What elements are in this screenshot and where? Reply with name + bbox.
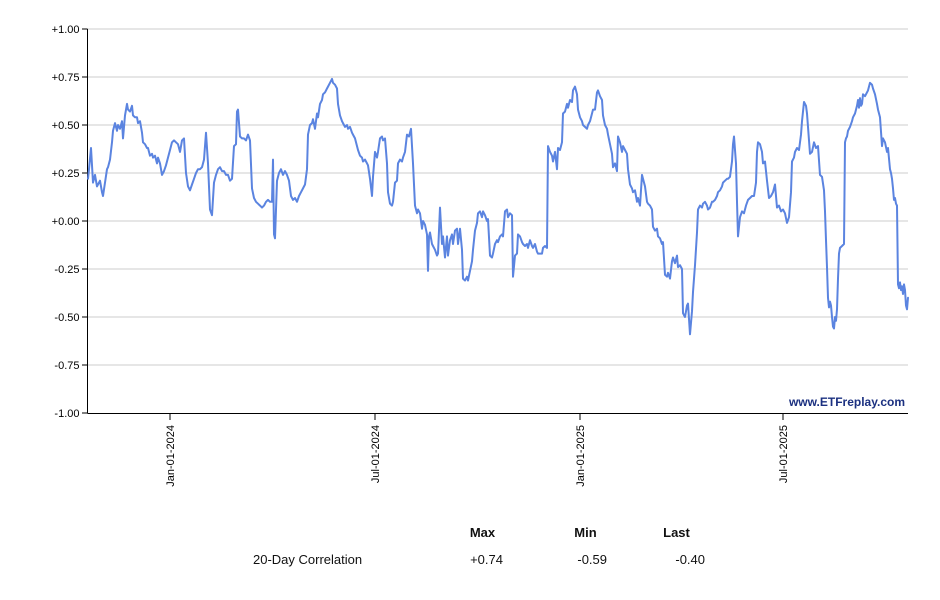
- y-tick-label: -0.50: [54, 312, 79, 324]
- x-tick-label: Jul-01-2025: [778, 425, 790, 483]
- y-tick-label: +0.75: [52, 72, 80, 84]
- x-tick-label: Jan-01-2025: [575, 425, 587, 487]
- watermark-text: www.ETFreplay.com: [788, 395, 905, 409]
- stats-header-last: Last: [663, 525, 690, 540]
- y-tick-label: +0.25: [52, 168, 80, 180]
- x-tick-label: Jan-01-2024: [165, 425, 177, 487]
- stats-value-max: +0.74: [470, 552, 503, 567]
- stats-header-min: Min: [574, 525, 597, 540]
- stats-value-last: -0.40: [675, 552, 705, 567]
- correlation-series-line: [87, 77, 909, 336]
- correlation-chart: +1.00 +0.75 +0.50 +0.25 +0.00 -0.25 -0.50 -0.75…: [52, 24, 909, 487]
- stats-header-max: Max: [469, 525, 496, 540]
- y-tick-label: +0.00: [52, 216, 80, 228]
- stats-row-label: 20-Day Correlation: [253, 552, 363, 567]
- stats-value-min: -0.59: [577, 552, 607, 567]
- y-tick-label: -0.75: [54, 360, 79, 372]
- chart-canvas: +1.00 +0.75 +0.50 +0.25 +0.00 -0.25 -0.50 -0.75…: [52, 24, 909, 487]
- x-tick-label: Jul-01-2024: [370, 425, 382, 483]
- y-tick-label: +1.00: [52, 24, 80, 36]
- y-tick-label: -1.00: [54, 408, 79, 420]
- y-tick-label: +0.50: [52, 120, 80, 132]
- y-tick-label: -0.25: [54, 264, 79, 276]
